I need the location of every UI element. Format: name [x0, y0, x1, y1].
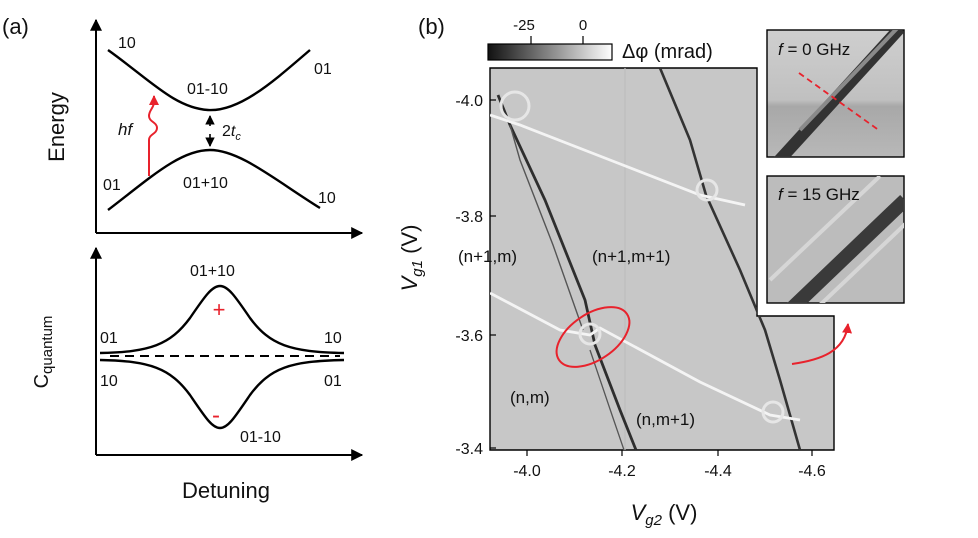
dark-transition-line-2 [658, 68, 802, 450]
light-transition-line-2 [490, 291, 801, 422]
x-tick-3: -4.4 [704, 463, 732, 480]
inset2-dark-line [787, 194, 904, 303]
inset1-dark-line [774, 30, 904, 157]
colorbar-label: Δφ (mrad) [622, 41, 713, 63]
y-axis-label: Vg1 (V) [397, 225, 426, 292]
state-10-right: 10 [318, 190, 336, 207]
colorbar-gradient [487, 43, 613, 61]
right-bottom-label: 01 [324, 373, 342, 390]
region-n-m: (n,m) [510, 388, 550, 407]
highlight-ellipse [555, 306, 631, 368]
dark-transition-line-1b [509, 124, 584, 331]
state-01-right: 01 [314, 61, 332, 78]
upper-band-curve [107, 49, 311, 112]
hf-label: hf [118, 120, 134, 139]
right-top-label: 10 [324, 330, 342, 347]
inset2-light-line-2 [819, 222, 904, 303]
triple-point-4 [761, 400, 785, 424]
capacitance-plot: Cquantum Detuning 01+10 + - 01-10 01 10 … [31, 246, 364, 503]
y-axis: -4.0 -3.8 -3.6 -3.4 Vg1 (V) [397, 93, 496, 458]
peak-bottom-label: 01-10 [240, 429, 281, 446]
detuning-label: Detuning [182, 478, 270, 503]
x-tick-2: -4.2 [608, 463, 636, 480]
lower-band-curve [107, 148, 321, 211]
y-tick-2: -3.8 [455, 209, 483, 226]
x-axis: -4.0 -4.2 -4.4 -4.6 Vg2 (V) [513, 450, 826, 529]
diagram-background [489, 67, 835, 451]
bonding-label: 01+10 [183, 175, 228, 192]
x-tick-4: -4.6 [798, 463, 826, 480]
stability-diagram: (n+1,m) (n+1,m+1) (n,m) (n,m+1) [458, 67, 835, 451]
minus-sign: - [212, 402, 220, 429]
triple-point-3 [578, 322, 602, 346]
inset1-dashed-cut [798, 72, 881, 132]
peak-top-label: 01+10 [190, 263, 235, 280]
left-top-label: 01 [100, 330, 118, 347]
energy-plot: Energy 10 01 01-10 01+10 01 10 hf 2tc [44, 18, 364, 239]
left-bottom-label: 10 [100, 373, 118, 390]
plus-sign: + [213, 297, 226, 322]
photon-arrow [147, 95, 159, 176]
colorbar: -25 0 Δφ (mrad) [487, 17, 713, 63]
region-nplus1-mplus1: (n+1,m+1) [592, 247, 670, 266]
panel-a-label: (a) [2, 14, 29, 39]
y-tick-4: -3.4 [455, 441, 483, 458]
x-tick-1: -4.0 [513, 463, 541, 480]
y-tick-1: -4.0 [455, 93, 483, 110]
state-01-left: 01 [103, 177, 121, 194]
gap-label: 2tc [222, 123, 241, 143]
colorbar-tick-0: 0 [579, 17, 587, 34]
inset-f15: f = 15 GHz [766, 175, 905, 304]
inset2-label: f = 15 GHz [778, 185, 860, 204]
cq-axis-label: Cquantum [31, 316, 56, 389]
energy-axis-label: Energy [44, 92, 69, 162]
x-axis-label: Vg2 (V) [631, 500, 698, 529]
y-tick-3: -3.6 [455, 328, 483, 345]
inset-pointer-arrow [791, 323, 853, 365]
triple-point-1 [499, 90, 531, 122]
inset-f0: f = 0 GHz [766, 29, 905, 158]
triple-point-2 [695, 178, 719, 202]
antibonding-label: 01-10 [187, 81, 228, 98]
negative-peak-curve [99, 358, 345, 430]
panel-b-label: (b) [418, 14, 445, 39]
region-nplus1-m: (n+1,m) [458, 247, 517, 266]
positive-peak-curve [99, 284, 345, 355]
region-n-mplus1: (n,m+1) [636, 410, 695, 429]
colorbar-tick-neg25: -25 [513, 17, 535, 34]
inset1-label: f = 0 GHz [778, 40, 850, 59]
light-transition-line-1 [490, 113, 746, 207]
state-10-left: 10 [118, 35, 136, 52]
inset2-light-line-1 [768, 176, 882, 282]
